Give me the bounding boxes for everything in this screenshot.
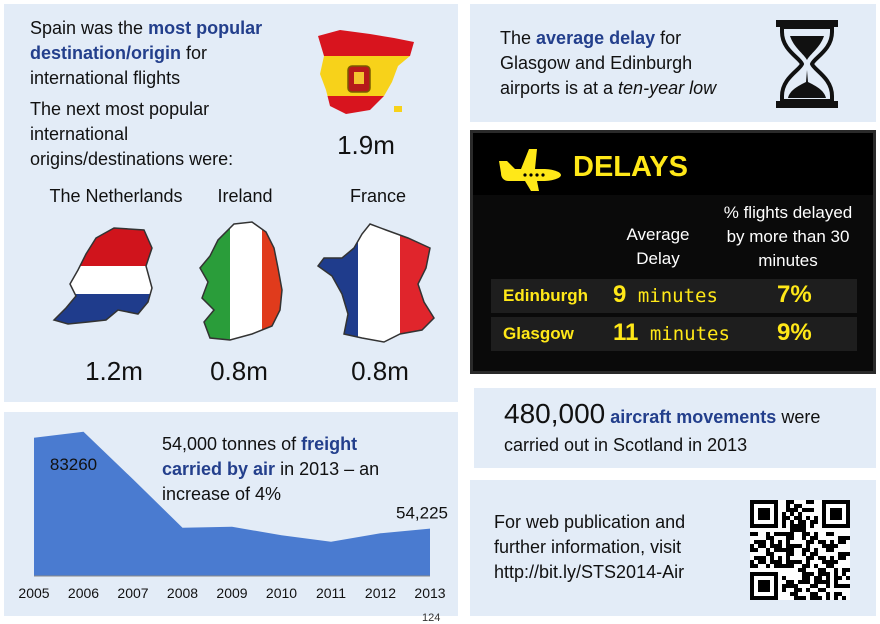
freight-area-series <box>34 431 430 576</box>
destinations-panel: Spain was the most popular destination/o… <box>4 4 458 402</box>
country-name-france: France <box>349 186 407 206</box>
airplane-icon <box>499 149 561 191</box>
delay-value: 11 minutes <box>613 319 730 346</box>
airport-name: Edinburgh <box>503 286 588 305</box>
spain-intro-text: Spain was the most popular destination/o… <box>30 18 263 88</box>
freight-text: 54,000 tonnes of freight carried by air … <box>162 434 380 504</box>
freight-area-chart: 2005 2006 2007 2008 2009 2010 2011 2012 2013 8326… <box>18 431 448 601</box>
movements-panel: 480,000 aircraft movements were carried … <box>474 388 876 468</box>
percent-value: 9% <box>777 319 812 346</box>
delays-title: DELAYS <box>573 151 688 183</box>
x-tick-label: 2013 <box>414 585 445 601</box>
data-label: 83260 <box>50 455 97 474</box>
average-delay-text: The average delay for Glasgow and Edinbu… <box>500 28 717 98</box>
delay-row-edinburgh: Edinburgh 9 minutes 7% <box>491 279 857 313</box>
x-tick-label: 2011 <box>316 585 346 601</box>
country-name-ireland: Ireland <box>217 186 273 206</box>
france-flag-map-icon <box>316 223 435 343</box>
france-value: 0.8m <box>351 356 409 386</box>
delay-value: 9 minutes <box>613 281 718 308</box>
movements-count: 480,000 <box>504 398 606 429</box>
x-tick-label: 2006 <box>68 585 99 601</box>
next-popular-text: The next most popular international orig… <box>30 99 234 169</box>
x-tick-label: 2009 <box>216 585 247 601</box>
delays-board: DELAYS Average Delay % flights delayed b… <box>470 130 876 374</box>
web-info-panel: For web publication and further informat… <box>470 480 876 616</box>
percent-value: 7% <box>777 281 812 308</box>
average-delay-panel: The average delay for Glasgow and Edinbu… <box>470 4 876 122</box>
col-average-delay: Average Delay <box>626 225 690 268</box>
col-percent-delayed: % flights delayed by more than 30 minute… <box>723 203 853 270</box>
country-name-netherlands: The Netherlands <box>49 186 183 206</box>
movements-text: 480,000 aircraft movements were carried … <box>504 398 821 456</box>
web-info-text: For web publication and further informat… <box>494 512 686 582</box>
spain-flag-map-icon <box>318 30 414 114</box>
x-tick-label: 2007 <box>117 585 148 601</box>
netherlands-flag-map-icon <box>52 227 153 325</box>
ireland-value: 0.8m <box>210 356 268 386</box>
hourglass-icon <box>776 20 838 108</box>
x-tick-label: 2005 <box>18 585 49 601</box>
ireland-flag-map-icon <box>199 221 283 341</box>
airport-name: Glasgow <box>503 324 574 343</box>
data-label: 54,225 <box>396 504 448 523</box>
page-number: 124 <box>422 612 441 624</box>
x-tick-label: 2012 <box>365 585 396 601</box>
x-tick-label: 2010 <box>266 585 297 601</box>
delay-row-glasgow: Glasgow 11 minutes 9% <box>491 317 857 351</box>
x-tick-label: 2008 <box>167 585 198 601</box>
freight-panel: 2005 2006 2007 2008 2009 2010 2011 2012 2013 8326… <box>4 412 458 616</box>
qr-code-icon[interactable] <box>750 500 850 600</box>
netherlands-value: 1.2m <box>85 356 143 386</box>
spain-value: 1.9m <box>337 130 395 160</box>
